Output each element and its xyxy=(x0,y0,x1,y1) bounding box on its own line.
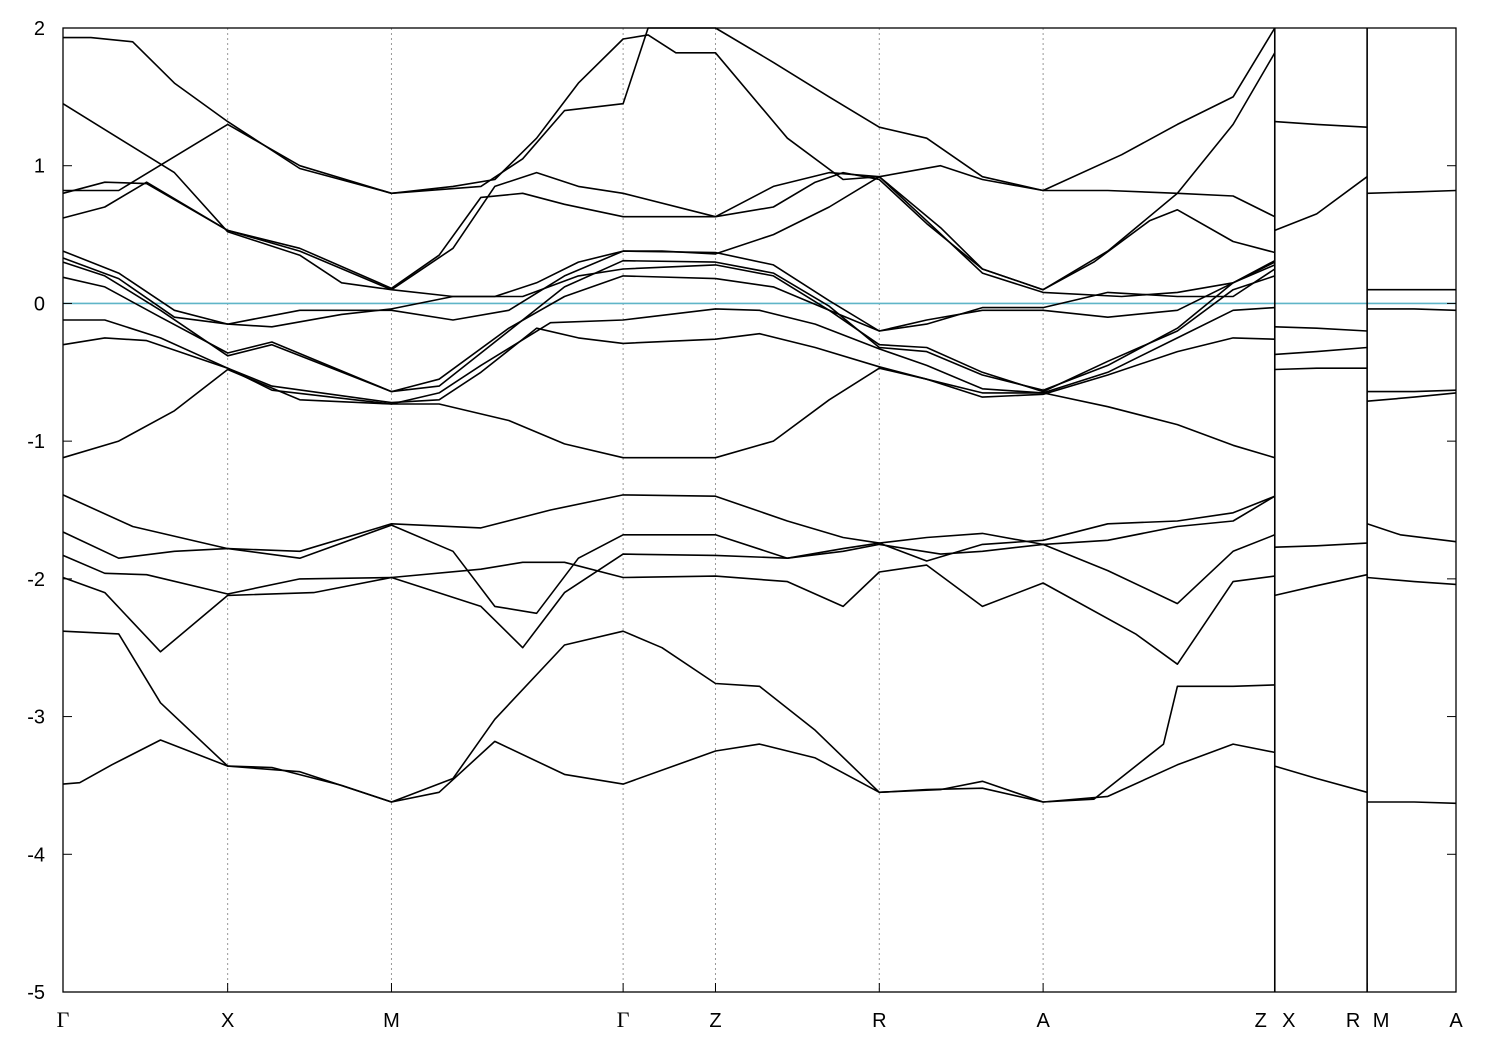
band-line xyxy=(1274,573,1368,597)
x-tick-label: Γ xyxy=(617,1007,630,1032)
x-tick-label: M xyxy=(383,1010,400,1032)
x-tick-label: R xyxy=(872,1010,886,1032)
band-line xyxy=(63,27,1276,195)
x-tick-label: Z xyxy=(1255,1010,1267,1032)
x-tick-label: R xyxy=(1346,1010,1360,1032)
y-tick-label: -1 xyxy=(27,431,45,453)
band-line xyxy=(1367,801,1457,805)
band-line xyxy=(1367,576,1457,586)
y-tick-label: 0 xyxy=(34,293,45,315)
band-line xyxy=(1274,346,1368,356)
band-line xyxy=(1274,326,1368,332)
band-line xyxy=(62,367,1276,459)
band-line xyxy=(1274,367,1368,371)
band-line xyxy=(62,327,1275,404)
axes-layer xyxy=(62,27,1457,993)
y-tick-label: 2 xyxy=(34,18,45,40)
band-line xyxy=(62,495,1276,615)
x-tick-label: M xyxy=(1373,1010,1390,1032)
x-tick-label: A xyxy=(1449,1010,1463,1032)
band-line xyxy=(62,171,1276,298)
labels-layer: 210-1-2-3-4-5Γ X M Γ Z R A Z X R M A xyxy=(27,18,1463,1032)
plot-frame xyxy=(62,27,1457,993)
band-line xyxy=(62,739,1275,803)
x-tick-label: X xyxy=(221,1010,234,1032)
bands-layer xyxy=(62,27,1457,992)
band-line xyxy=(62,534,1276,649)
band-line xyxy=(1367,189,1457,195)
band-line xyxy=(62,275,1276,393)
band-line xyxy=(1367,308,1457,312)
y-tick-label: -4 xyxy=(27,844,45,866)
band-line xyxy=(62,250,1276,332)
band-line xyxy=(1366,523,1457,543)
band-line xyxy=(63,306,1275,405)
x-tick-label: Γ xyxy=(57,1007,70,1032)
x-tick-label: Z xyxy=(709,1010,721,1032)
band-line xyxy=(1274,176,1368,232)
band-line xyxy=(1367,389,1457,393)
band-line xyxy=(63,34,1276,218)
y-tick-label: -5 xyxy=(27,982,45,1004)
band-line xyxy=(62,259,1276,393)
x-tick-label: X xyxy=(1282,1010,1295,1032)
band-line xyxy=(1274,542,1368,548)
band-line xyxy=(62,171,1276,291)
band-line xyxy=(62,494,1276,562)
band-line xyxy=(62,257,1276,332)
y-tick-label: -3 xyxy=(27,707,45,729)
band-line xyxy=(1367,392,1457,402)
grid-layer xyxy=(227,28,1368,992)
x-tick-label: A xyxy=(1036,1010,1050,1032)
y-tick-label: -2 xyxy=(27,569,45,591)
band-line xyxy=(62,561,1275,665)
y-tick-label: 1 xyxy=(34,156,45,178)
band-line xyxy=(1274,765,1368,794)
band-line xyxy=(62,630,1275,803)
band-line xyxy=(62,52,1276,298)
band-line xyxy=(1274,120,1368,128)
